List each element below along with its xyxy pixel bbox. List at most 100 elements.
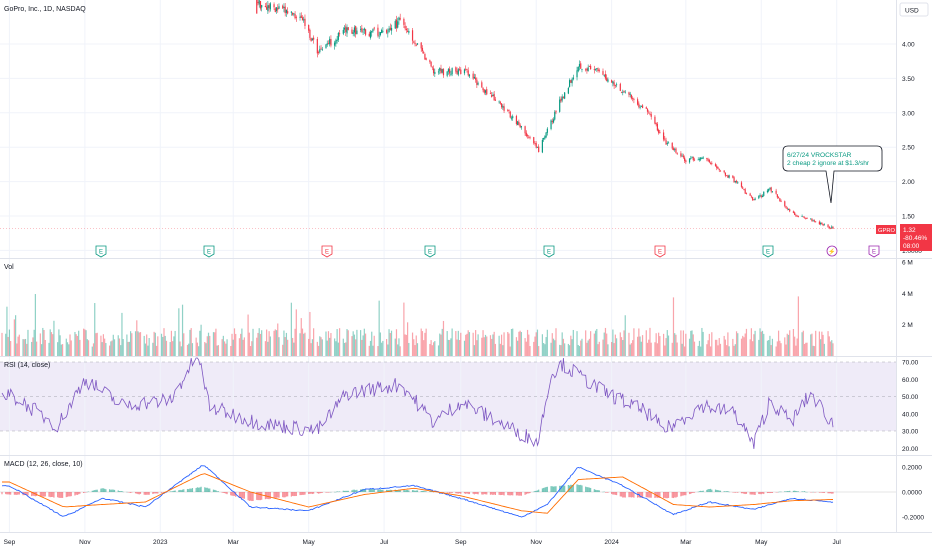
volume-bar: [492, 334, 494, 356]
currency-selector[interactable]: USD: [899, 2, 929, 17]
currency-label: USD: [905, 8, 919, 15]
candle-body: [766, 190, 769, 193]
volume-bars: [1, 294, 834, 356]
earnings-marker[interactable]: E: [543, 245, 555, 258]
volume-bar: [100, 335, 102, 356]
symbol-title[interactable]: GoPro, Inc., 1D, NASDAQ: [4, 6, 86, 13]
candle-body: [277, 7, 279, 10]
macd-histogram-bar: [195, 488, 197, 492]
volume-bar: [70, 340, 72, 356]
candle-body: [382, 30, 384, 32]
time-axis[interactable]: Sep Nov 2023 Mar May Jul Sep Nov 2024 Mar May Jul: [4, 539, 842, 546]
candle-body: [795, 215, 797, 216]
volume-bar: [711, 332, 713, 356]
macd-histogram-bar: [113, 489, 116, 492]
macd-histogram-bar: [189, 488, 191, 492]
volume-bar: [820, 339, 822, 356]
rsi-pane-label[interactable]: RSI (14, close): [4, 362, 50, 369]
volume-bar: [110, 341, 112, 356]
candle-body: [499, 102, 501, 104]
earnings-marker[interactable]: E: [654, 245, 666, 258]
volume-bar: [503, 332, 505, 356]
volume-bar: [510, 329, 513, 356]
volume-bar: [656, 343, 659, 356]
macd-histogram-bar: [196, 487, 198, 492]
macd-histogram-bar: [258, 492, 260, 501]
volume-bar: [484, 334, 487, 356]
volume-bar: [14, 315, 17, 356]
volume-bar: [619, 332, 621, 356]
volume-bar: [209, 335, 211, 356]
volume-bar: [440, 334, 442, 356]
price-tag-change: -80.46%: [903, 235, 927, 242]
macd-histogram-bar: [733, 492, 735, 493]
candle-body: [832, 227, 834, 229]
volume-bar: [498, 335, 500, 356]
candle-body: [423, 51, 425, 53]
earnings-marker[interactable]: E: [203, 245, 215, 258]
macd-histogram-bar: [796, 491, 798, 492]
macd-histogram-bar: [206, 487, 208, 492]
macd-histogram-bar: [155, 492, 158, 494]
volume-bar: [10, 341, 12, 356]
rsi-tick: 60.00: [902, 377, 919, 384]
macd-histogram-bar: [509, 492, 511, 496]
time-tick: May: [303, 539, 316, 546]
earnings-marker[interactable]: E: [868, 245, 880, 258]
earnings-marker[interactable]: E: [424, 245, 436, 258]
macd-histogram-bar: [136, 492, 138, 494]
macd-histogram-bar: [118, 491, 121, 492]
candle-body: [727, 175, 729, 178]
candle-body: [743, 189, 745, 190]
price-axis[interactable]: 4.00 3.50 3.00 2.50 2.00 1.50 1.0000: [902, 42, 922, 255]
macd-histogram-bar: [207, 488, 210, 492]
macd-histogram-bar: [259, 492, 262, 501]
macd-pane-label[interactable]: MACD (12, 26, close, 10): [4, 461, 83, 468]
volume-bar: [233, 328, 236, 356]
volume-bar: [628, 332, 630, 356]
macd-histogram-bar: [761, 492, 764, 494]
volume-bar: [676, 342, 678, 356]
volume-bar: [319, 336, 321, 356]
candle-body: [353, 27, 356, 33]
volume-pane-label[interactable]: Vol: [4, 264, 14, 271]
candle-body: [284, 6, 286, 14]
earnings-marker[interactable]: E: [321, 245, 333, 258]
volume-bar: [692, 334, 694, 356]
macd-histogram-bar: [217, 491, 220, 492]
split-icon[interactable]: ⚡: [826, 245, 838, 257]
candle-body: [482, 87, 484, 91]
volume-bar: [535, 332, 537, 356]
volume-bar: [483, 337, 485, 356]
macd-histogram-bar: [338, 491, 341, 492]
candle-body: [559, 99, 561, 112]
volume-bar: [519, 330, 521, 356]
macd-histogram-bar: [79, 492, 81, 494]
volume-bar: [225, 343, 227, 356]
price-candles: [256, 0, 834, 230]
macd-axis[interactable]: 0.2000 0.0000 -0.2000: [902, 465, 924, 522]
macd-histogram-bar: [152, 492, 154, 494]
annotation-callout[interactable]: 6/27/24 VROCKSTAR 2 cheap 2 ignore at $1…: [782, 145, 883, 204]
macd-histogram-bar: [789, 490, 791, 492]
volume-bar: [787, 334, 790, 356]
earnings-marker[interactable]: E: [95, 245, 107, 258]
candle-body: [467, 70, 469, 76]
macd-histogram-bar: [407, 490, 409, 492]
volume-bar: [662, 333, 665, 356]
macd-histogram-bar: [674, 492, 676, 498]
candle-body: [283, 7, 285, 8]
earnings-badge: [654, 245, 666, 258]
volume-axis[interactable]: 6 M 4 M 2 M: [902, 260, 913, 330]
volume-bar: [437, 345, 440, 356]
macd-histogram-bar: [551, 486, 553, 492]
earnings-marker[interactable]: E: [762, 245, 774, 258]
event-label: E: [766, 250, 770, 256]
candle-body: [666, 143, 668, 145]
macd-histogram-bar: [76, 492, 79, 495]
rsi-axis[interactable]: 70.00 60.00 50.00 40.00 30.00 20.00: [902, 360, 919, 453]
macd-histogram-bar: [70, 492, 72, 497]
macd-histogram-bar: [682, 492, 684, 496]
macd-histogram-bar: [278, 492, 280, 498]
